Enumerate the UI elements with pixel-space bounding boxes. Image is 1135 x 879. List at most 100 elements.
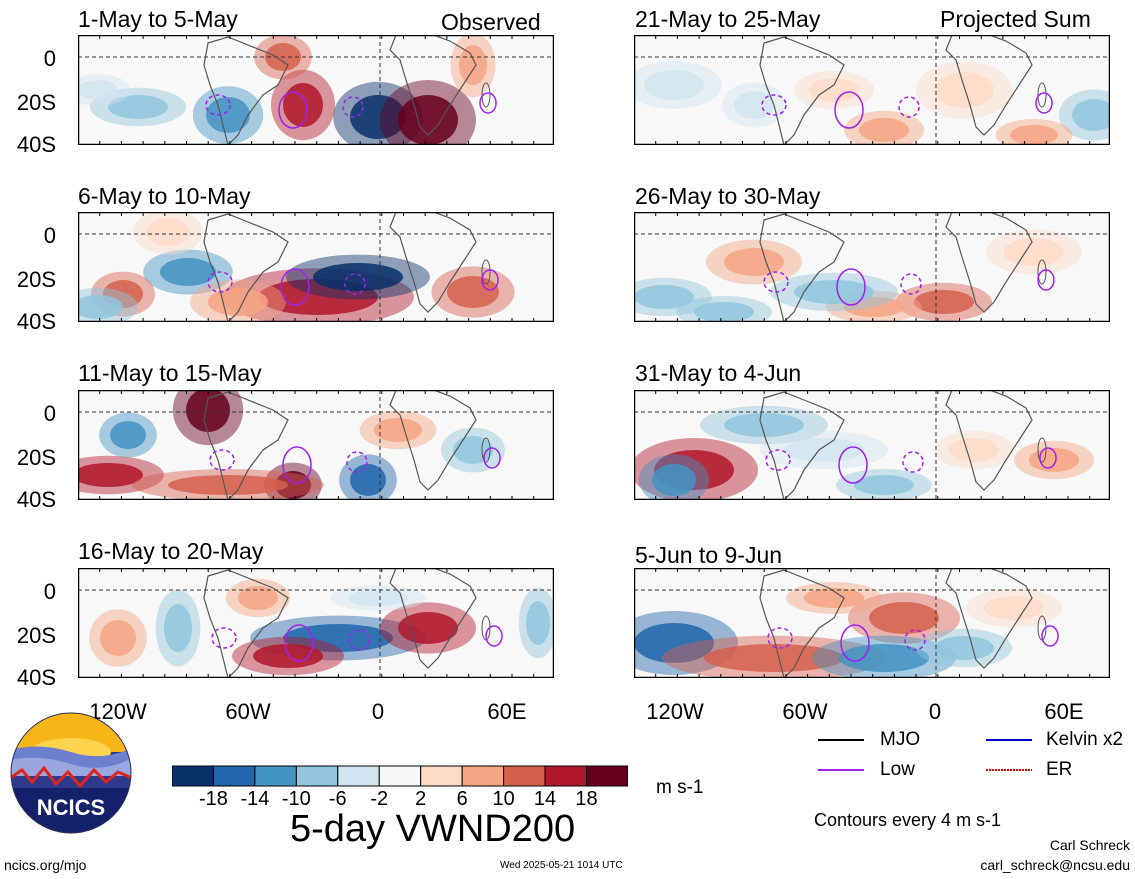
anomaly-shade xyxy=(313,263,403,291)
coastline-madagascar xyxy=(481,82,491,108)
projected-label: Projected Sum xyxy=(940,6,1091,32)
colorbar-tick-label: -10 xyxy=(281,788,311,810)
legend-label-mjo: MJO xyxy=(880,729,921,750)
coastline-africa xyxy=(945,390,1033,491)
colorbar-swatch xyxy=(295,765,339,787)
colorbar xyxy=(172,765,628,787)
lat-label-40s: 40S xyxy=(16,487,56,512)
anomaly-shade xyxy=(78,295,123,319)
low-contour xyxy=(485,625,503,647)
anomaly-shade xyxy=(734,91,774,119)
anomaly-shade xyxy=(869,602,939,634)
lat-label-40s: 40S xyxy=(16,665,56,690)
lat-label-0: 0 xyxy=(43,46,56,71)
observed-label: Observed xyxy=(441,9,541,35)
anomaly-shade xyxy=(348,590,408,606)
low-contour xyxy=(282,446,312,484)
coastline-madagascar xyxy=(1037,82,1047,108)
panel-frame xyxy=(78,212,554,322)
anomaly-shade xyxy=(634,623,714,663)
panel-title-1: 1-May to 5-May xyxy=(78,6,238,32)
lon-label-0: 0 xyxy=(371,699,385,724)
lon-label-60w: 60W xyxy=(225,699,271,724)
footer-url[interactable]: ncics.org/mjo xyxy=(4,857,87,873)
footer-email[interactable]: carl_schreck@ncsu.edu xyxy=(980,857,1130,873)
anomaly-shade xyxy=(208,288,268,316)
map-panel-8 xyxy=(634,568,1110,678)
low-contour xyxy=(767,627,793,649)
anomaly-shade xyxy=(526,601,550,645)
colorbar-swatch xyxy=(254,765,297,787)
panel-frame xyxy=(78,35,554,145)
colorbar-swatch xyxy=(420,765,463,787)
anomaly-shade xyxy=(350,464,386,496)
anomaly-shade xyxy=(164,604,192,652)
anomaly-shade xyxy=(934,636,994,660)
colorbar-swatch xyxy=(544,765,587,787)
anomaly-shade xyxy=(854,475,914,495)
low-contour xyxy=(761,94,787,116)
colorbar-tick-label: -18 xyxy=(198,788,228,810)
low-contour xyxy=(479,92,497,114)
low-contour xyxy=(483,447,501,469)
colorbar-tick-label: 18 xyxy=(575,788,598,810)
low-contour xyxy=(481,269,499,291)
anomaly-shade xyxy=(100,620,136,656)
colorbar-swatch xyxy=(503,765,546,787)
coastline-south-america xyxy=(759,391,845,500)
coastline-africa xyxy=(389,568,477,669)
colorbar-tick-label: -14 xyxy=(240,788,270,810)
panel-title-2: 6-May to 10-May xyxy=(78,183,251,209)
anomaly-shade xyxy=(949,438,999,462)
panel-frame xyxy=(634,568,1110,678)
legend-label-low: Low xyxy=(880,759,915,780)
coastline-africa xyxy=(389,35,477,136)
colorbar-swatch xyxy=(172,765,214,787)
anomaly-shade xyxy=(859,118,909,142)
map-panel-3 xyxy=(78,390,554,500)
lon-label-60e: 60E xyxy=(1044,699,1084,724)
lat-label-0: 0 xyxy=(43,401,56,426)
colorbar-swatch xyxy=(337,765,380,787)
anomaly-shade xyxy=(459,45,487,85)
anomaly-shade xyxy=(108,95,168,119)
low-contour xyxy=(840,624,870,662)
low-contour xyxy=(902,451,924,473)
panel-frame xyxy=(78,390,554,500)
anomaly-shade xyxy=(110,421,146,449)
ncics-logo-text: NCICS xyxy=(37,795,105,820)
map-panel-1 xyxy=(78,35,554,145)
legend-swatches xyxy=(818,739,1032,771)
coastline-south-america xyxy=(759,36,845,145)
anomaly-shade xyxy=(168,475,288,495)
anomaly-shade xyxy=(934,72,994,108)
map-panel-4 xyxy=(78,568,554,678)
coastline-africa xyxy=(945,35,1033,136)
lon-label-60w: 60W xyxy=(782,699,828,724)
lat-label-20s: 20S xyxy=(16,445,56,470)
low-contour xyxy=(209,449,235,471)
coastline-africa xyxy=(389,212,477,313)
anomaly-shade xyxy=(1072,99,1110,131)
lat-label-40s: 40S xyxy=(16,309,56,334)
anomaly-shade xyxy=(1029,448,1079,472)
panel-frame xyxy=(78,568,554,678)
anomaly-shade xyxy=(275,471,311,499)
anomaly-shade xyxy=(809,78,859,102)
low-contour xyxy=(284,624,314,662)
low-contour xyxy=(898,96,920,118)
legend-label-kelvin: Kelvin x2 xyxy=(1046,729,1124,750)
lon-label-0: 0 xyxy=(928,699,942,724)
lat-label-0: 0 xyxy=(43,579,56,604)
colorbar-tick-label: -2 xyxy=(370,788,389,810)
coastline-madagascar xyxy=(481,437,491,463)
panel-title-6: 26-May to 30-May xyxy=(635,183,821,209)
figure-title: 5-day VWND200 xyxy=(290,808,576,850)
lon-label-120w: 120W xyxy=(89,699,147,724)
anomaly-shade xyxy=(160,258,216,286)
colorbar-units: m s-1 xyxy=(656,777,704,798)
anomaly-shade xyxy=(914,290,974,314)
colorbar-swatch xyxy=(586,765,628,787)
anomaly-shade xyxy=(146,218,190,246)
low-contour xyxy=(836,268,866,306)
